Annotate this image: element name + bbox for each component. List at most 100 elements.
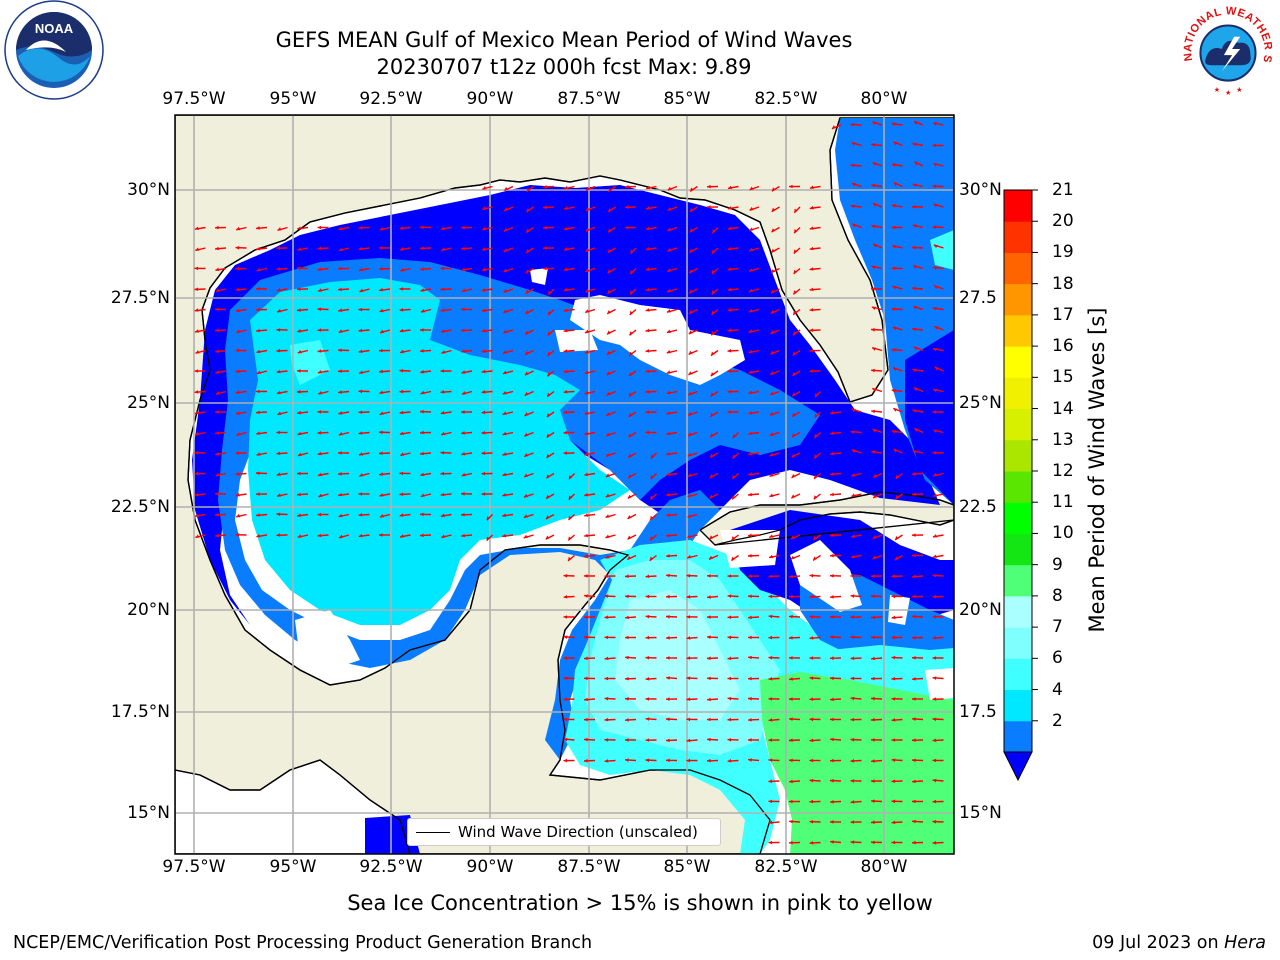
arrow-head [194, 410, 199, 415]
arrow-head [932, 799, 937, 804]
colorbar-segment [1004, 502, 1032, 534]
arrow-head [912, 840, 916, 845]
arrow-head [420, 512, 424, 517]
arrow-head [749, 206, 754, 211]
colorbar-tick-label: 16 [1052, 336, 1074, 357]
arrow-head [440, 226, 445, 230]
arrow-head [851, 534, 855, 538]
arrow-head [235, 451, 240, 455]
arrow-head [564, 247, 568, 251]
arrow-head [666, 636, 670, 640]
arrow-head [707, 656, 711, 660]
arrow-head [503, 329, 508, 333]
arrow-head [523, 493, 528, 498]
arrow-head [830, 574, 834, 578]
arrow-head [732, 434, 737, 439]
arrow-head [914, 387, 918, 392]
arrow-head [666, 533, 670, 538]
arrow-head [728, 185, 732, 190]
colorbar-tick-label: 7 [1052, 617, 1063, 638]
colorbar-segment [1004, 564, 1032, 597]
arrow-head [707, 737, 711, 742]
arrow-head [912, 553, 916, 558]
arrow-head [502, 513, 507, 517]
arrow-head [236, 226, 241, 231]
arrow-head [625, 574, 629, 578]
arrow-head [607, 248, 612, 253]
arrow-head [317, 533, 322, 538]
arrow-head [768, 820, 773, 825]
arrow-head [543, 246, 547, 250]
arrow-head [379, 267, 383, 271]
arrow-head [317, 328, 322, 332]
arrow-head [625, 655, 629, 660]
arrow-head [338, 308, 343, 312]
arrow-head [815, 393, 819, 398]
arrow-head [851, 449, 856, 454]
arrow-head [892, 286, 897, 290]
colorbar-tick-label: 18 [1052, 273, 1074, 294]
arrow-head [276, 348, 281, 353]
arrow-head [666, 554, 670, 558]
arrow-head [850, 820, 855, 824]
lon-label-bottom: 85°W [663, 857, 711, 877]
arrow-head [711, 290, 716, 295]
arrow-head [358, 492, 363, 496]
lat-label-left: 22.5°N [110, 497, 170, 517]
arrow-head [584, 697, 588, 702]
arrow-head [891, 718, 896, 722]
lat-label-right: 20°N [959, 600, 1002, 620]
arrow-head [771, 248, 776, 253]
arrow-head [770, 309, 775, 314]
arrow-head [912, 697, 916, 701]
arrow-head [420, 369, 425, 374]
arrow-head [791, 433, 796, 437]
arrow-head [895, 474, 900, 479]
arrow-head [235, 493, 240, 497]
arrow-head [871, 287, 875, 291]
arrow-head [630, 249, 634, 254]
svg-text:★: ★ [1236, 85, 1242, 94]
arrow-head [912, 574, 916, 579]
arrow-head [830, 595, 834, 599]
arrow-head [809, 615, 814, 619]
colorbar-tick-label: 11 [1052, 492, 1074, 513]
arrow-head [440, 513, 445, 518]
arrow-head [748, 533, 752, 538]
arrow-head [871, 840, 875, 845]
map-legend: Wind Wave Direction (unscaled) [407, 818, 721, 846]
arrow-head [547, 392, 551, 397]
arrow-head [891, 122, 896, 127]
arrow-head [563, 737, 568, 742]
arrow-head [809, 348, 814, 353]
arrow-head [871, 328, 875, 332]
arrow-head [794, 229, 798, 234]
arrow-head [194, 308, 199, 312]
arrow-head [646, 185, 651, 190]
arrow-head [687, 493, 692, 497]
arrow-head [604, 676, 609, 681]
arrow-head [809, 573, 814, 578]
arrow-head [627, 515, 632, 519]
arrow-head [748, 635, 752, 640]
arrow-head [461, 472, 466, 477]
arrow-head [525, 289, 530, 294]
arrow-head [379, 227, 384, 231]
arrow-head [338, 287, 342, 292]
arrow-head [215, 472, 220, 477]
arrow-head [727, 389, 732, 394]
arrow-head [440, 471, 445, 476]
arrow-head [749, 268, 754, 272]
arrow-head [891, 430, 896, 434]
arrow-head [524, 371, 529, 376]
arrow-head [727, 349, 732, 353]
arrow-head [195, 431, 200, 436]
arrow-head [932, 841, 937, 845]
arrow-head [628, 413, 633, 417]
arrow-head [563, 717, 568, 722]
colorbar-segment [1004, 439, 1032, 472]
colorbar-tick-label: 15 [1052, 367, 1074, 388]
arrow-head [645, 430, 650, 435]
arrow-head [932, 717, 937, 722]
arrow-head [605, 514, 610, 518]
